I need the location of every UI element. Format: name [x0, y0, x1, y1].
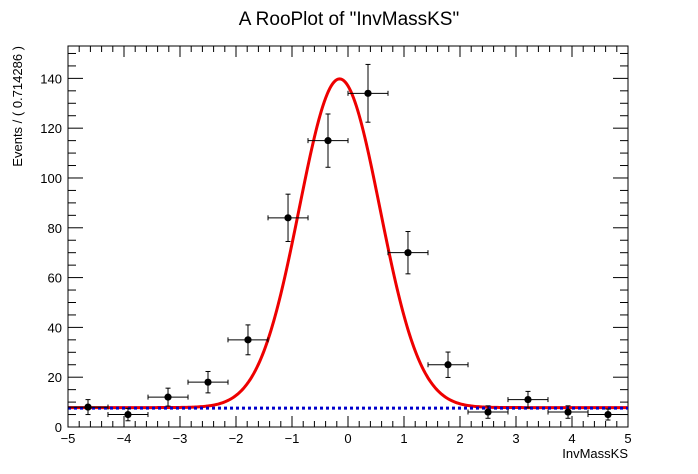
- data-point: [347, 63, 389, 123]
- data-marker: [324, 137, 332, 145]
- y-tick-label: 40: [48, 320, 62, 335]
- x-axis-label: InvMassKS: [562, 446, 628, 461]
- x-tick-label: 2: [456, 431, 463, 446]
- x-tick-label: 0: [344, 431, 351, 446]
- x-tick-label: 5: [624, 431, 631, 446]
- y-tick-label: 80: [48, 221, 62, 236]
- x-tick-label: −1: [285, 431, 300, 446]
- x-tick-label: 1: [400, 431, 407, 446]
- data-point: [507, 390, 549, 409]
- x-tick-label: 3: [512, 431, 519, 446]
- data-marker: [204, 378, 212, 386]
- x-tick-label: −2: [229, 431, 244, 446]
- data-marker: [84, 403, 92, 411]
- data-point: [467, 405, 509, 419]
- data-point: [187, 370, 229, 394]
- chart-title: A RooPlot of "InvMassKS": [239, 9, 459, 30]
- total-fit-curve: [68, 77, 628, 410]
- data-marker: [524, 396, 532, 404]
- x-tick-label: 4: [568, 431, 575, 446]
- data-marker: [244, 336, 252, 344]
- y-tick-label: 120: [40, 121, 62, 136]
- y-tick-label: 100: [40, 171, 62, 186]
- data-point: [147, 387, 189, 407]
- data-marker: [564, 408, 572, 416]
- fit-curves: [68, 77, 628, 410]
- data-marker: [404, 249, 412, 257]
- data-point: [587, 408, 629, 421]
- y-tick-label: 140: [40, 71, 62, 86]
- plot-frame: [67, 45, 629, 428]
- data-point: [307, 113, 349, 168]
- data-point: [267, 193, 309, 242]
- y-axis-label: Events / ( 0.714286 ): [10, 46, 25, 167]
- data-marker: [444, 361, 452, 369]
- data-point: [387, 231, 429, 275]
- data-marker: [364, 89, 372, 97]
- x-tick-label: −5: [61, 431, 76, 446]
- y-tick-label: 0: [55, 420, 62, 435]
- data-points: [67, 63, 629, 422]
- x-tick-label: −4: [117, 431, 132, 446]
- data-point: [67, 399, 109, 416]
- y-tick-label: 60: [48, 271, 62, 286]
- data-marker: [164, 393, 172, 401]
- data-marker: [284, 214, 292, 222]
- data-marker: [484, 408, 492, 416]
- data-marker: [604, 410, 612, 419]
- data-marker: [124, 410, 132, 419]
- y-tick-label: 20: [48, 370, 62, 385]
- x-tick-label: −3: [173, 431, 188, 446]
- data-point: [107, 407, 149, 422]
- axes: −5 −4 −3 −2 −1 0 1 2 3 4 5 0 20 40 60 80 100 120 140: [40, 46, 632, 446]
- data-point: [427, 351, 469, 378]
- data-point: [227, 324, 269, 356]
